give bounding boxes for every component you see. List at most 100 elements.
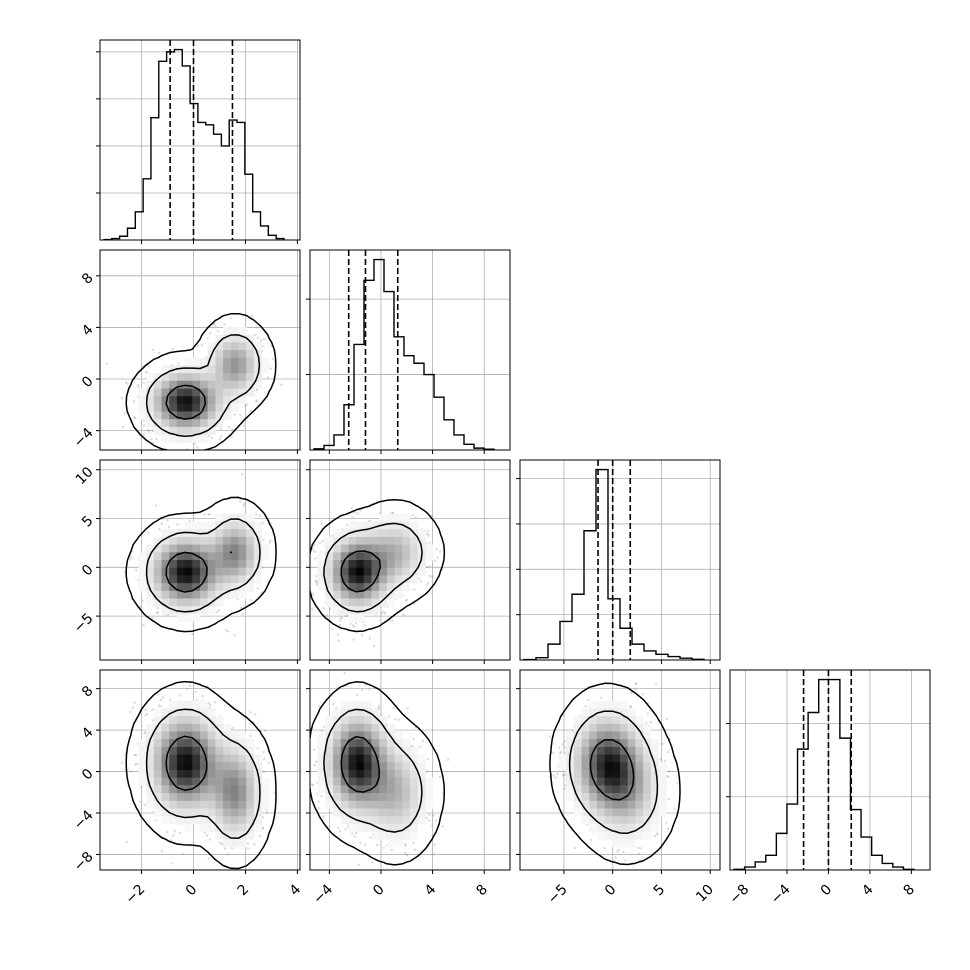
density-cell xyxy=(317,560,326,569)
histogram-bar xyxy=(572,594,584,660)
scatter-point xyxy=(405,599,408,602)
density-cell xyxy=(215,590,224,599)
density-contour xyxy=(125,312,277,450)
scatter-point xyxy=(229,317,232,320)
histogram-panel xyxy=(306,249,511,454)
density-cell xyxy=(230,529,239,538)
density-cell xyxy=(207,426,216,435)
density-cell xyxy=(253,357,262,366)
density-cell xyxy=(192,357,201,366)
density-cell xyxy=(207,396,216,405)
density-cell xyxy=(356,613,365,622)
density-cell xyxy=(161,583,170,592)
density-cell xyxy=(215,357,224,366)
density-cell xyxy=(184,434,193,443)
scatter-point xyxy=(392,511,395,515)
density-cell xyxy=(340,544,349,553)
tick-label-y: −4 xyxy=(71,425,97,451)
scatter-point xyxy=(255,513,258,516)
density-cell xyxy=(200,560,209,569)
density-cell xyxy=(348,552,357,561)
scatter-point xyxy=(239,413,242,417)
scatter-point xyxy=(232,726,235,729)
scatter-point xyxy=(312,549,315,552)
density-cell xyxy=(161,396,170,405)
histogram-bar xyxy=(404,356,414,450)
scatter-point xyxy=(427,534,430,538)
scatter-point xyxy=(349,622,352,625)
histogram-panel xyxy=(516,459,721,664)
tick-label-y: 0 xyxy=(79,562,97,580)
scatter-point xyxy=(255,325,258,329)
density-cell xyxy=(230,342,239,351)
density-cell xyxy=(340,529,349,538)
density-cell xyxy=(379,529,388,538)
scatter-point xyxy=(418,577,421,580)
density-cell xyxy=(223,513,232,522)
density-cell xyxy=(146,590,155,599)
scatter-point xyxy=(263,757,266,761)
scatter-point xyxy=(157,351,161,355)
scatter-point xyxy=(425,542,428,545)
scatter-point xyxy=(216,330,220,333)
scatter-point xyxy=(136,383,140,387)
density-cell xyxy=(363,529,372,538)
density-cell xyxy=(153,426,162,435)
scatter-point xyxy=(269,367,273,370)
scatter-point xyxy=(244,404,247,407)
density-cell xyxy=(200,536,209,545)
density-cell xyxy=(169,403,178,412)
density-cell xyxy=(223,529,232,538)
density-cell xyxy=(261,544,270,553)
density-cell xyxy=(371,598,380,607)
density-cell xyxy=(200,552,209,561)
histogram-bar xyxy=(182,66,190,240)
density-cell xyxy=(386,552,395,561)
density-cell xyxy=(176,598,185,607)
density-cell xyxy=(192,575,201,584)
density-cell xyxy=(169,419,178,428)
histogram-bar xyxy=(206,125,214,240)
scatter-point xyxy=(133,416,136,419)
density-cell xyxy=(153,590,162,599)
density-cell xyxy=(153,419,162,428)
histogram-bar xyxy=(253,212,261,240)
density-cell xyxy=(184,590,193,599)
tick-label-y: 8 xyxy=(79,270,97,288)
scatter-point xyxy=(413,602,416,606)
histogram-bar xyxy=(198,122,206,240)
density-cell xyxy=(153,403,162,412)
density-cell xyxy=(371,521,380,530)
density-cell xyxy=(161,590,170,599)
scatter-point xyxy=(120,761,124,765)
scatter-point xyxy=(224,629,228,632)
scatter-point xyxy=(145,712,149,716)
density-cell xyxy=(348,544,357,553)
scatter-point xyxy=(241,473,244,476)
density-cell xyxy=(184,544,193,553)
scatter-point xyxy=(157,704,161,707)
density-cell xyxy=(379,513,388,522)
density-cell xyxy=(161,536,170,545)
scatter-point xyxy=(166,830,169,834)
density-cell xyxy=(230,590,239,599)
scatter-point xyxy=(405,598,408,602)
density-cell xyxy=(161,606,170,615)
density-cell xyxy=(200,590,209,599)
scatter-point xyxy=(134,763,137,766)
density-shading xyxy=(317,513,434,622)
histogram-bar xyxy=(608,599,620,660)
density-cell xyxy=(200,434,209,443)
tick-label-y: 5 xyxy=(79,513,97,531)
density-cell xyxy=(207,529,216,538)
density-cell xyxy=(161,434,170,443)
scatter-point xyxy=(254,333,257,337)
scatter-point xyxy=(219,435,223,438)
density-contour xyxy=(310,499,446,633)
density-cell xyxy=(253,342,262,351)
density-cell xyxy=(238,365,247,374)
scatter-point xyxy=(428,574,431,578)
